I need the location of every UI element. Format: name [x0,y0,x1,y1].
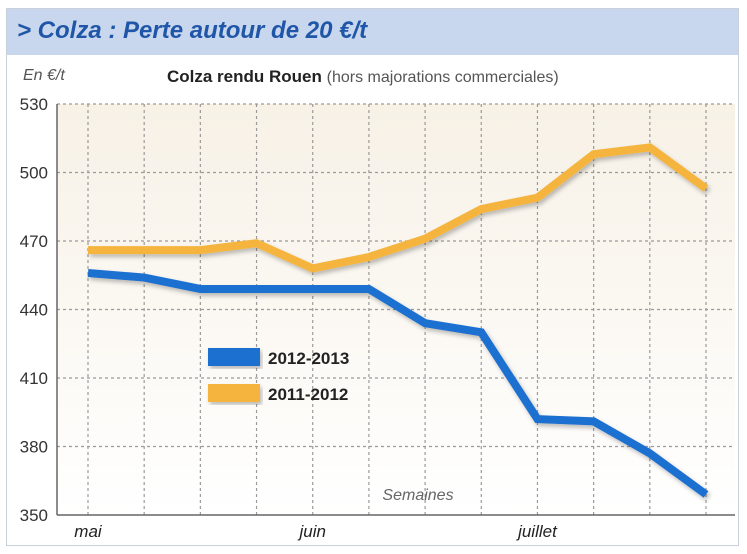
y-tick-label: 410 [20,369,48,388]
header-banner: > Colza : Perte autour de 20 €/t [7,9,738,55]
x-tick-label: mai [74,522,103,541]
grid [57,103,735,515]
series-line [87,268,709,498]
x-tick-label: juillet [516,522,558,541]
legend-swatch [208,384,260,402]
chart-title: Colza rendu Rouen [167,67,322,86]
legend-label: 2011-2012 [268,385,348,404]
legend-label: 2012-2013 [268,349,349,368]
y-tick-label: 440 [20,301,48,320]
legend: 2012-2013 2011-2012 [208,348,349,404]
x-tick-label: juin [297,522,325,541]
chart-subtitle: (hors majorations commerciales) [326,69,559,86]
axes [56,104,735,516]
chart-title-block: Colza rendu Rouen (hors majorations comm… [167,67,559,87]
y-tick-labels: 350 380 410 440 470 500 530 [20,95,48,525]
page-title: > Colza : Perte autour de 20 €/t [17,17,368,44]
series-lines [87,143,709,498]
series-line [88,143,709,273]
y-tick-label: 350 [20,506,48,525]
x-axis-label: Semaines [382,487,453,504]
y-axis-label: En €/t [23,67,65,84]
legend-swatch [208,348,260,366]
y-tick-label: 500 [20,164,48,183]
x-tick-labels: mai juin juillet [74,522,558,541]
y-tick-label: 380 [20,438,48,457]
y-tick-label: 470 [20,232,48,251]
y-tick-label: 530 [20,95,48,114]
